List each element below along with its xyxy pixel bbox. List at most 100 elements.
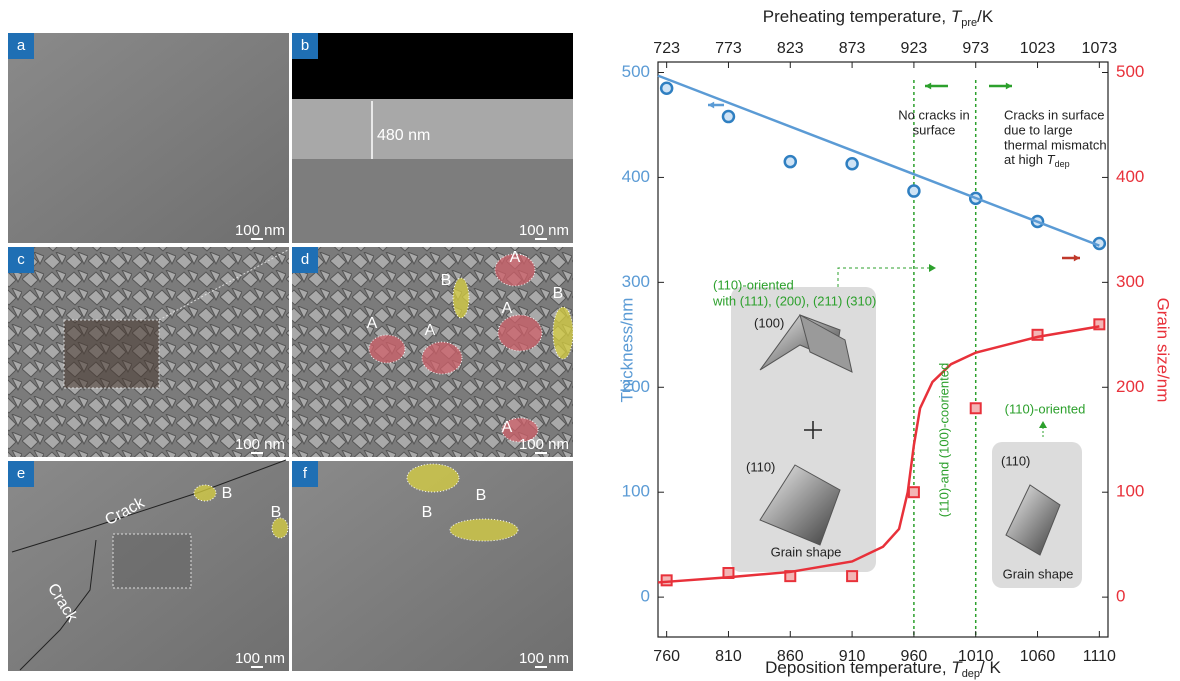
panel-note: A — [502, 419, 513, 436]
highlight-region — [449, 518, 519, 542]
x2-tick-label: 1073 — [1082, 40, 1118, 57]
sem-image — [8, 33, 289, 243]
x2-tick-label: 923 — [901, 40, 928, 57]
thickness-point — [721, 109, 736, 124]
y2-tick-label: 0 — [1116, 587, 1125, 606]
plus-sign — [804, 421, 822, 439]
thickness-point — [783, 154, 798, 169]
axis-title-symbol: T — [951, 658, 963, 677]
y-axis-title: Thickness/nm — [617, 298, 636, 403]
annotation: (110) — [1001, 453, 1030, 468]
panel-note: B — [271, 504, 282, 521]
sem-image — [292, 461, 573, 671]
annotation: (110)-oriented — [713, 277, 794, 292]
x-tick-label: 910 — [839, 648, 866, 665]
scale-bar-label: 100 nm — [519, 222, 569, 239]
grain-point — [969, 402, 982, 415]
arrow-head — [925, 82, 932, 90]
fit-line — [657, 74, 1100, 247]
annotation: surface — [913, 122, 956, 137]
annotation-subscript: dep — [1055, 159, 1070, 169]
highlight-region — [406, 463, 460, 493]
annotation: No cracks in — [898, 107, 970, 122]
x-tick-label: 960 — [901, 648, 928, 665]
panel-label-box — [8, 461, 34, 487]
panel-label-box — [292, 247, 318, 273]
thickness-point — [845, 157, 859, 171]
highlight-region — [552, 306, 574, 360]
y-tick-label: 100 — [622, 482, 650, 501]
y-tick-label: 300 — [622, 272, 650, 291]
x-tick-label: 1060 — [1020, 648, 1056, 665]
x2-tick-label: 873 — [839, 40, 866, 57]
crystal-shape — [799, 313, 853, 373]
annotation: thermal mismatch — [1004, 137, 1107, 152]
panel-note: 480 nm — [377, 127, 430, 144]
annotation: (110)-oriented — [1005, 401, 1086, 416]
annotation: Grain shape — [771, 544, 842, 559]
panel-note: B — [222, 485, 233, 502]
film-layer — [292, 99, 573, 159]
x-tick-label: 1110 — [1083, 648, 1116, 665]
crack-line — [19, 539, 97, 671]
panel-note: A — [425, 322, 436, 339]
panel-label: d — [301, 251, 309, 268]
highlight-region — [501, 417, 539, 443]
annotation-text: at high — [1004, 152, 1047, 167]
x2-tick-label: 1023 — [1020, 40, 1056, 57]
y-tick-label: 500 — [622, 62, 650, 81]
annotation: with (111), (200), (211) (310) — [712, 293, 876, 308]
panel-label: b — [301, 37, 309, 54]
y2-tick-label: 500 — [1116, 62, 1144, 81]
arrow-head — [1039, 421, 1047, 428]
annotation: (100) — [754, 315, 784, 330]
x-tick-label: 1010 — [958, 648, 994, 665]
x2-tick-label: 823 — [777, 40, 804, 57]
highlight-region — [368, 334, 406, 364]
scale-bar-label: 100 nm — [519, 436, 569, 453]
panel-label: f — [303, 465, 308, 482]
thickness-point — [907, 184, 921, 198]
panel-note: A — [367, 315, 378, 332]
annotation: Cracks in surface — [1004, 107, 1104, 122]
y2-tick-label: 300 — [1116, 272, 1144, 291]
panel-note: A — [502, 300, 513, 317]
axis-title: Deposition temperature, Tdep/ K — [765, 658, 1001, 679]
annotation: (110)-and (100)-cooriented — [936, 363, 951, 517]
highlight-region — [421, 341, 463, 375]
thickness-point — [659, 81, 674, 95]
grain-point — [1093, 318, 1106, 331]
annotation: at high Tdep — [1004, 152, 1070, 169]
grain-point — [846, 570, 859, 583]
x-tick-label: 760 — [653, 648, 680, 665]
axis-title-symbol: T — [951, 7, 963, 26]
highlight-region — [494, 253, 536, 287]
sem-background — [292, 33, 573, 99]
panel-label: a — [17, 37, 26, 54]
zoom-region — [112, 533, 192, 589]
fit-line — [657, 325, 1100, 584]
scale-bar-label: 100 nm — [235, 222, 285, 239]
x-tick-label: 810 — [715, 648, 742, 665]
y2-tick-label: 200 — [1116, 377, 1144, 396]
panel-note: A — [510, 249, 521, 266]
axis-title-unit: / K — [980, 658, 1001, 677]
highlight-region — [271, 517, 289, 539]
panel-label: e — [17, 465, 25, 482]
arrow-head — [1073, 254, 1080, 262]
arrow-head — [929, 264, 936, 272]
axis-title-text: Deposition temperature, — [765, 658, 951, 677]
crack-line — [11, 459, 287, 553]
plot-frame — [657, 61, 1109, 638]
arrow-head — [1005, 82, 1012, 90]
annotation: due to large — [1004, 122, 1073, 137]
x2-tick-label: 773 — [715, 40, 742, 57]
axis-title-unit: /K — [977, 7, 994, 26]
scale-bar-label: 100 nm — [235, 650, 285, 667]
x2-tick-label: 973 — [962, 40, 989, 57]
annotation: Grain shape — [1003, 566, 1074, 581]
y2-axis-title: Grain size/nm — [1154, 298, 1173, 403]
panel-label: c — [17, 251, 25, 268]
annotation: (110) — [746, 459, 775, 474]
